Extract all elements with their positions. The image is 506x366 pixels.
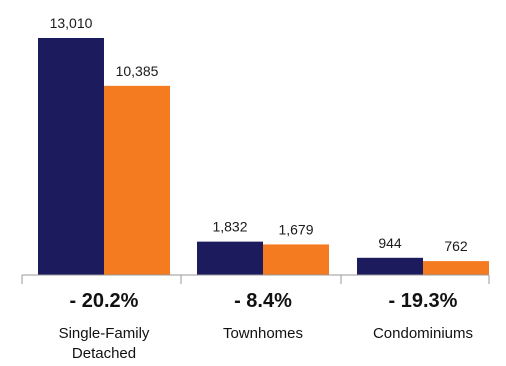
category-label-2: Townhomes [223,325,303,342]
bar-1-series-1 [38,38,104,275]
category-label-3: Condominiums [373,325,473,342]
bar-2-series-1 [197,241,263,275]
value-label-3-1: 944 [378,235,402,251]
percent-change-3: - 19.3% [389,290,458,312]
category-label-1-line-2: Detached [72,345,136,362]
bar-2-series-2 [263,244,329,275]
bar-3-series-1 [357,257,423,275]
bar-3-series-2 [423,261,489,275]
category-label-1-line-1: Single-Family [59,325,150,342]
percent-change-2: - 8.4% [234,290,292,312]
value-label-1-1: 13,010 [50,15,93,31]
value-label-2-2: 1,679 [278,221,313,237]
value-label-3-2: 762 [444,238,468,254]
value-label-2-1: 1,832 [212,219,247,235]
percent-change-1: - 20.2% [70,290,139,312]
value-label-1-2: 10,385 [116,63,159,79]
bar-1-series-2 [104,85,170,275]
